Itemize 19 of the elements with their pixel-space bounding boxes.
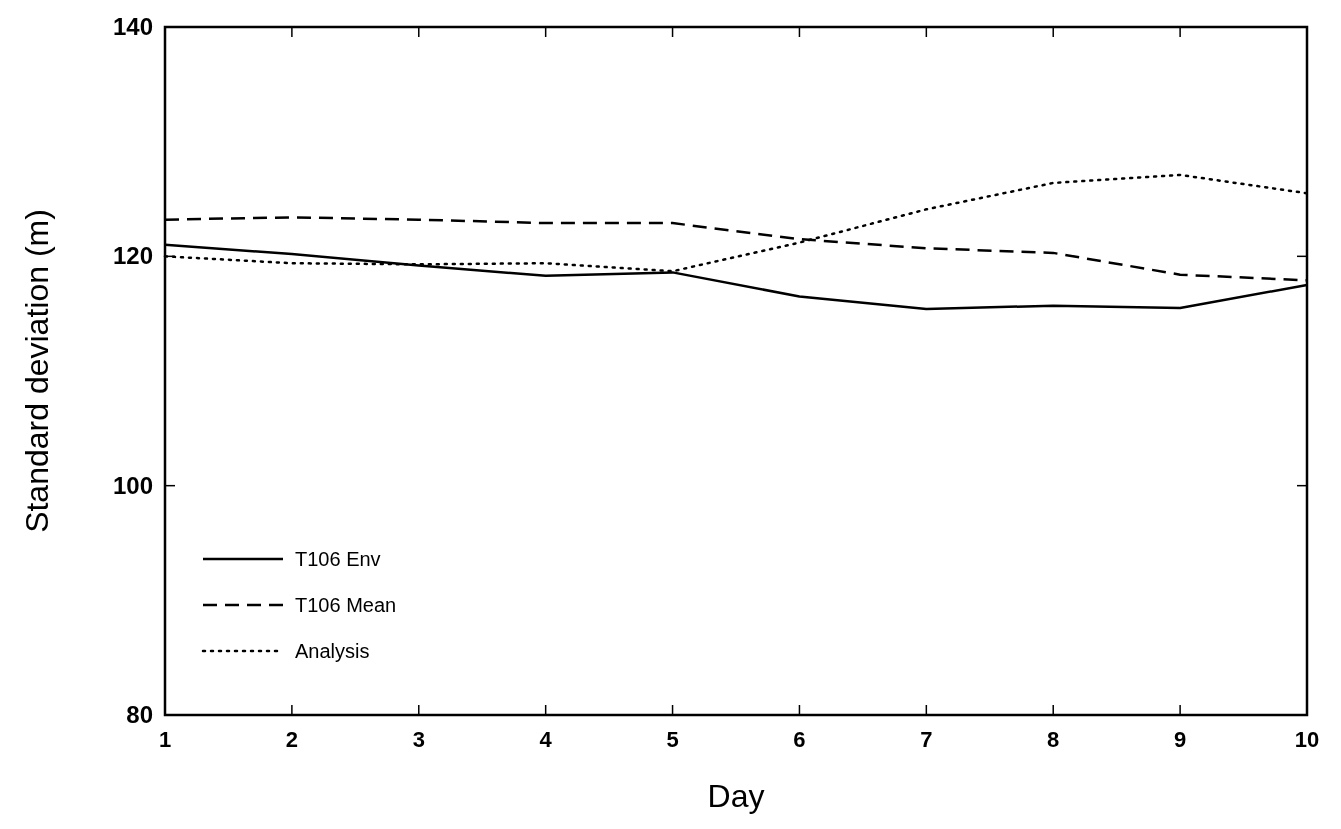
x-tick-label: 6 (793, 727, 806, 752)
x-tick-label: 5 (666, 727, 679, 752)
x-tick-label: 7 (920, 727, 933, 752)
y-axis-title: Standard deviation (m) (19, 209, 55, 533)
x-tick-label: 9 (1173, 727, 1187, 752)
x-axis-title: Day (707, 778, 765, 814)
x-tick-label: 4 (539, 727, 553, 752)
legend-label: T106 Env (295, 548, 381, 570)
x-tick-label: 2 (285, 727, 299, 752)
y-tick-label: 120 (112, 242, 153, 270)
y-tick-label: 100 (112, 471, 153, 499)
y-tick-label: 80 (126, 701, 153, 728)
x-tick-label: 1 (158, 727, 172, 752)
legend-label: T106 Mean (295, 594, 397, 616)
x-tick-label: 10 (1294, 727, 1320, 752)
y-tick-label: 140 (112, 13, 153, 40)
legend-label: Analysis (295, 640, 370, 662)
x-tick-label: 8 (1047, 727, 1060, 752)
x-tick-label: 3 (412, 727, 425, 752)
